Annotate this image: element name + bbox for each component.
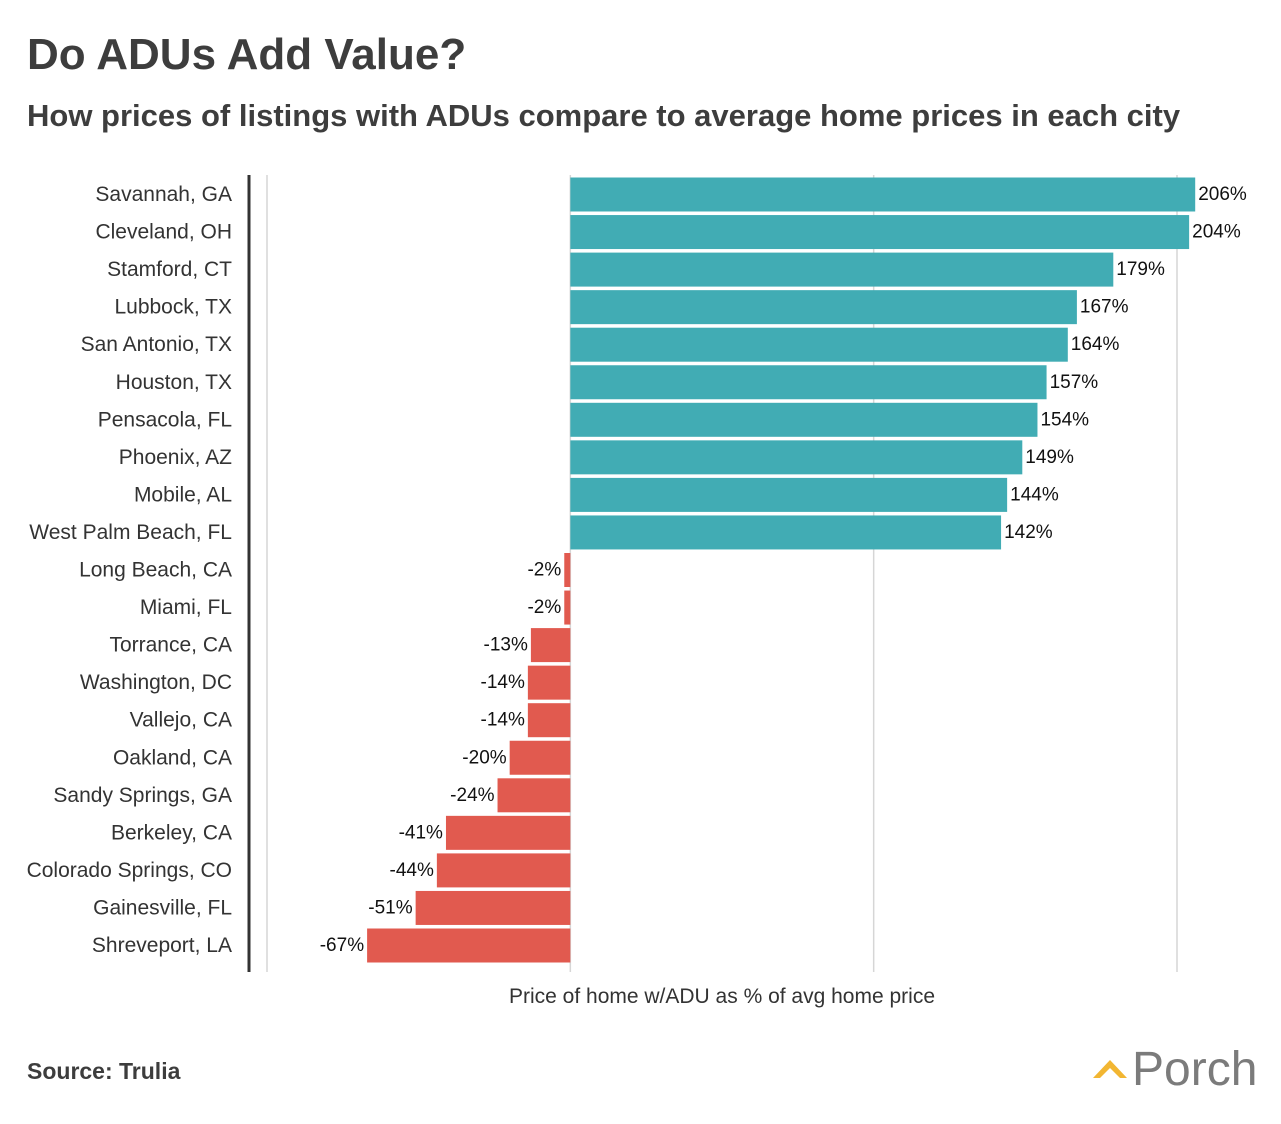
bar — [570, 215, 1190, 250]
value-label: -14% — [481, 710, 525, 731]
category-label: Torrance, CA — [109, 634, 232, 657]
value-label: 204% — [1192, 222, 1241, 243]
category-label: Cleveland, OH — [95, 221, 232, 244]
bar — [509, 740, 571, 775]
bar — [570, 440, 1023, 475]
value-label: -67% — [320, 935, 364, 956]
category-label: Pensacola, FL — [98, 408, 232, 431]
category-label: Washington, DC — [80, 671, 232, 694]
roof-chevron-icon — [1093, 1060, 1127, 1078]
bar — [527, 703, 571, 738]
value-label: 206% — [1198, 184, 1247, 205]
value-label: 157% — [1050, 372, 1099, 393]
category-label: Vallejo, CA — [130, 709, 232, 732]
category-label: Colorado Springs, CO — [27, 859, 232, 882]
bar — [564, 553, 571, 587]
category-label: Berkeley, CA — [111, 821, 232, 844]
category-label: Savannah, GA — [95, 183, 232, 206]
bars — [367, 177, 1196, 963]
category-label: Lubbock, TX — [114, 296, 232, 319]
category-label: Gainesville, FL — [93, 896, 232, 919]
bar — [570, 515, 1002, 550]
value-label: -13% — [484, 635, 528, 656]
bar — [570, 327, 1068, 362]
porch-logo: Porch — [1090, 1040, 1257, 1100]
category-label: Long Beach, CA — [79, 559, 232, 582]
value-label: -14% — [481, 672, 525, 693]
value-label: 167% — [1080, 297, 1129, 318]
value-label: -2% — [527, 597, 561, 618]
value-label: -41% — [399, 822, 443, 843]
bar — [497, 778, 571, 813]
bar — [436, 853, 571, 888]
chart-title: Do ADUs Add Value? — [27, 30, 467, 79]
category-label: San Antonio, TX — [81, 333, 232, 356]
value-label: 144% — [1010, 484, 1059, 505]
bar — [570, 477, 1008, 512]
bar — [570, 290, 1077, 325]
source-note: Source: Trulia — [27, 1058, 181, 1084]
bar — [415, 890, 571, 925]
value-label: 154% — [1040, 409, 1089, 430]
value-label: 142% — [1004, 522, 1053, 543]
labels: Savannah, GA 206% Cleveland, OH 204% Stamfor… — [27, 183, 1247, 957]
bar — [570, 365, 1047, 400]
category-label: West Palm Beach, FL — [29, 521, 232, 544]
logo-wordmark: Porch — [1132, 1043, 1258, 1096]
bar — [570, 177, 1196, 212]
category-label: Mobile, AL — [134, 483, 232, 506]
category-label: Phoenix, AZ — [119, 446, 232, 469]
bar — [570, 252, 1114, 287]
category-label: Miami, FL — [140, 596, 232, 619]
chart-subtitle: How prices of listings with ADUs compare… — [27, 98, 1181, 133]
category-label: Oakland, CA — [113, 746, 232, 769]
value-label: -24% — [450, 785, 494, 806]
value-label: 179% — [1116, 259, 1165, 280]
bar — [367, 928, 571, 963]
value-label: -44% — [390, 860, 434, 881]
value-label: 149% — [1025, 447, 1074, 468]
bar — [527, 665, 571, 700]
value-label: -20% — [462, 747, 506, 768]
category-label: Houston, TX — [116, 371, 232, 394]
category-label: Stamford, CT — [107, 258, 232, 281]
category-label: Sandy Springs, GA — [53, 784, 232, 807]
bar — [530, 628, 571, 663]
value-label: -51% — [368, 897, 412, 918]
value-label: 164% — [1071, 334, 1120, 355]
category-label: Shreveport, LA — [92, 934, 232, 957]
bar — [445, 815, 571, 850]
value-label: -2% — [527, 560, 561, 581]
bar — [570, 402, 1038, 437]
x-axis-title: Price of home w/ADU as % of avg home pri… — [508, 985, 935, 1008]
bar — [564, 590, 571, 625]
